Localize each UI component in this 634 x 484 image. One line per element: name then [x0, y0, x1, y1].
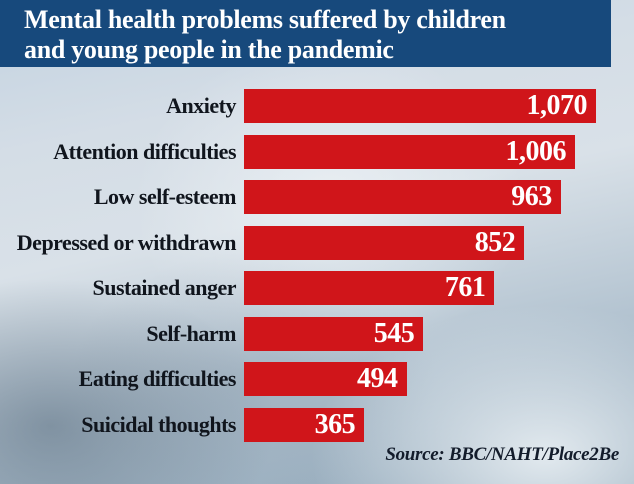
bar: 761: [244, 271, 495, 305]
category-label: Self-harm: [146, 320, 236, 346]
bar-chart: Anxiety 1,070 Attention difficulties 1,006 L…: [0, 89, 634, 442]
title-line-2: and young people in the pandemic: [24, 35, 394, 64]
chart-row: Sustained anger 761: [0, 271, 634, 305]
category-label: Anxiety: [166, 93, 236, 118]
bar-value-label: 761: [444, 272, 486, 303]
chart-row: Suicidal thoughts 365: [0, 407, 634, 442]
bar-value-label: 365: [314, 408, 356, 440]
bar-value-label: 852: [474, 226, 516, 258]
category-label: Eating difficulties: [78, 366, 237, 391]
bar-value-label: 545: [373, 317, 415, 349]
bar-value-label: 963: [511, 181, 552, 212]
chart-row: Attention difficulties 1,006: [0, 134, 634, 169]
title-line-1: Mental health problems suffered by child…: [24, 5, 506, 34]
bar-value-label: 1,070: [526, 90, 588, 121]
chart-row: Depressed or withdrawn 852: [0, 225, 634, 260]
bar: 365: [244, 407, 365, 442]
chart-row: Self-harm 545: [0, 316, 634, 351]
bar-value-label: 494: [357, 363, 398, 394]
category-label: Sustained anger: [92, 275, 237, 300]
chart-row: Low self-esteem 963: [0, 180, 634, 214]
category-label: Suicidal thoughts: [81, 411, 236, 437]
category-label: Low self-esteem: [93, 184, 237, 209]
bar: 963: [244, 180, 561, 214]
chart-row: Anxiety 1,070: [0, 89, 634, 123]
bar: 545: [244, 316, 424, 351]
category-label: Attention difficulties: [53, 138, 236, 164]
bar: 852: [244, 225, 525, 260]
bar: 1,070: [244, 89, 596, 123]
source-attribution: Source: BBC/NAHT/Place2Be: [385, 444, 619, 465]
bar: 494: [244, 362, 407, 396]
chart-row: Eating difficulties 494: [0, 362, 634, 396]
bar: 1,006: [244, 134, 575, 169]
bar-value-label: 1,006: [505, 135, 566, 167]
chart-title-banner: Mental health problems suffered by child…: [0, 0, 611, 67]
category-label: Depressed or withdrawn: [16, 229, 237, 255]
